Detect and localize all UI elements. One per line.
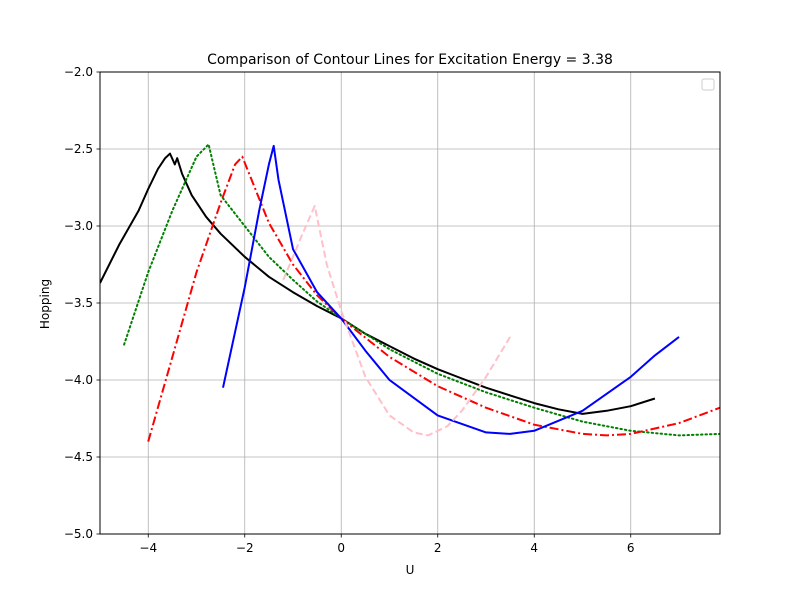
series-line-2 <box>123 143 720 437</box>
legend-box <box>701 78 715 91</box>
y-tick-label: −2.0 <box>64 65 93 79</box>
series-line-4 <box>222 144 680 435</box>
y-tick-label: −2.5 <box>64 142 93 156</box>
y-tick-label: −3.5 <box>64 296 93 310</box>
x-tick-label: −4 <box>139 541 157 555</box>
x-tick-label: 6 <box>627 541 635 555</box>
y-tick-label: −4.0 <box>64 373 93 387</box>
x-tick-label: −2 <box>236 541 254 555</box>
x-tick-label: 0 <box>337 541 345 555</box>
y-tick-label: −4.5 <box>64 450 93 464</box>
axis-ticks: −4 −2 0 2 4 6 −5.0 −4.5 −4.0 −3.5 −3.0 −2.5 −2.0 <box>64 65 635 555</box>
chart-title: Comparison of Contour Lines for Excitati… <box>207 52 613 68</box>
y-axis-label: Hopping <box>38 279 52 329</box>
series-lines <box>100 143 720 442</box>
series-line-5 <box>282 205 511 437</box>
x-tick-label: 4 <box>530 541 538 555</box>
x-tick-label: 2 <box>434 541 442 555</box>
y-tick-label: −5.0 <box>64 527 93 541</box>
x-axis-label: U <box>406 563 415 577</box>
series-line-1 <box>100 152 656 415</box>
y-tick-label: −3.0 <box>64 219 93 233</box>
